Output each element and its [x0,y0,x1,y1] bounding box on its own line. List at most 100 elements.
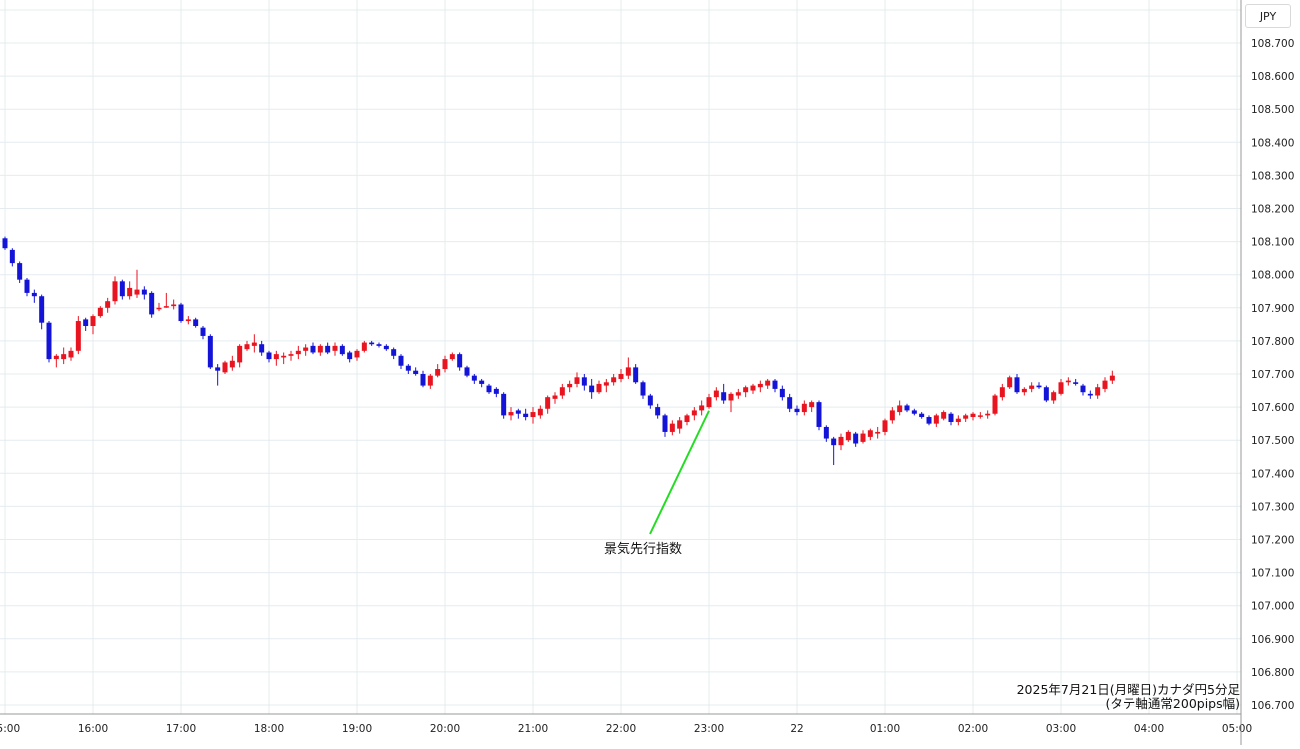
candle-body [193,319,199,327]
candle-body [229,360,235,368]
candle [904,403,910,413]
candle [105,297,111,313]
candle-body [552,395,558,399]
candle-body [420,374,426,386]
candle [743,385,749,398]
candle [794,405,800,416]
candle-body [1029,385,1035,389]
candle [655,403,661,419]
candle [999,383,1005,401]
candle [596,380,602,394]
candle [24,278,30,297]
candle-body [523,413,529,418]
candle [662,413,668,437]
candle-body [669,423,675,432]
candle [244,340,250,351]
y-tick-label: 108.100 [1251,237,1294,249]
candle [647,393,653,409]
candle-body [911,410,917,414]
y-tick-label: 107.200 [1251,535,1294,547]
candle [339,344,345,356]
y-tick-label: 106.900 [1251,634,1294,646]
candle [1051,390,1057,404]
candle-body [127,287,133,297]
candle-body [787,397,793,409]
candle-body [838,436,844,446]
candle-body [1087,393,1093,396]
candle [134,269,140,298]
candle-body [875,431,881,434]
candle [53,354,59,368]
candle [46,321,52,363]
candle-body [794,408,800,413]
candle-body [1043,387,1049,401]
candle-body [1007,377,1013,388]
candle [537,405,543,419]
candle-body [332,345,338,351]
candle-body [581,377,587,386]
candle [618,369,624,383]
candle [882,418,888,436]
candle-body [493,388,499,394]
candle [471,374,477,384]
y-tick-label: 107.700 [1251,369,1294,381]
x-tick-label: 15:00 [0,723,20,735]
candle-body [413,370,419,374]
candle [809,400,815,413]
candle-body [97,307,103,317]
candle [251,334,257,353]
candle [985,410,991,419]
candle-body [779,388,785,398]
candle [317,344,323,356]
y-tick-label: 107.100 [1251,568,1294,580]
candle-body [295,350,301,355]
candle [449,352,455,361]
candle-body [567,383,573,388]
x-tick-label: 20:00 [430,723,460,735]
x-tick-label: 21:00 [518,723,548,735]
candle-body [83,319,89,327]
x-tick-label: 05:00 [1222,723,1252,735]
candle-body [325,345,331,353]
candle [75,316,81,355]
currency-label[interactable]: JPY [1245,4,1291,28]
candle-body [317,345,323,353]
candle-body [105,301,111,308]
candle-body [1065,380,1071,383]
candle [413,367,419,376]
candle [479,378,485,388]
candle-body [889,410,895,421]
candle [442,355,448,373]
candle-body [369,342,375,345]
y-tick-label: 108.600 [1251,71,1294,83]
candle [684,413,690,426]
candle [83,317,89,331]
candle-body [9,249,15,264]
candle-body [259,344,265,353]
candle [369,340,375,346]
candle-body [845,431,851,441]
candle-body [75,321,81,351]
y-tick-label: 108.700 [1251,38,1294,50]
candle [721,383,727,404]
candle [229,355,235,371]
candle [838,433,844,451]
candle [508,407,514,421]
candle-body [919,413,925,418]
y-tick-label: 106.800 [1251,667,1294,679]
candle [706,393,712,409]
candle [750,383,756,394]
candle-body [457,354,463,368]
candle-body [618,374,624,379]
candle [1087,390,1093,399]
candle [310,342,316,355]
candle [1021,387,1027,396]
candle [486,383,492,394]
grid [0,0,1241,714]
x-tick-label: 19:00 [342,723,372,735]
candle [295,345,301,360]
candle-body [471,375,477,381]
candle [1058,378,1064,396]
